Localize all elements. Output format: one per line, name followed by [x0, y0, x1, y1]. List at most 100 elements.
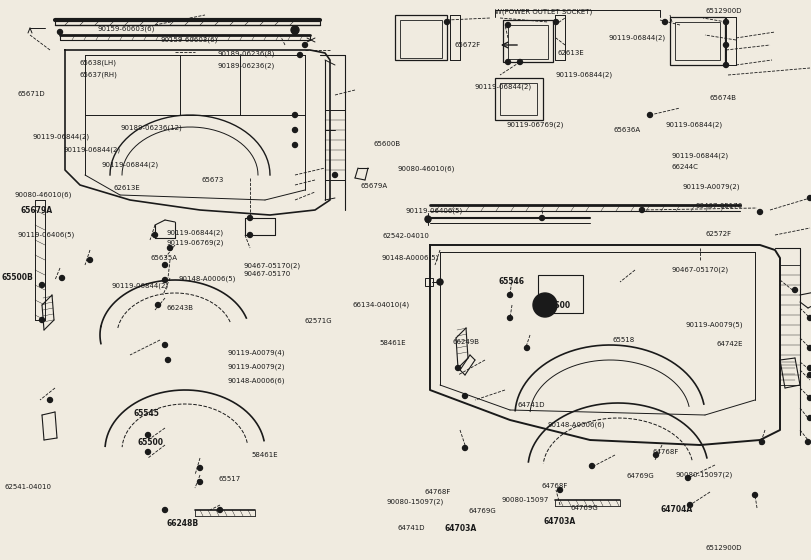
- Circle shape: [162, 263, 168, 268]
- Text: 6512900D: 6512900D: [706, 8, 742, 14]
- Text: 90119-06406(5): 90119-06406(5): [18, 232, 75, 239]
- Text: 90148-A0006(6): 90148-A0006(6): [227, 377, 285, 384]
- Circle shape: [88, 258, 92, 263]
- Text: 66134-04010(4): 66134-04010(4): [353, 302, 410, 309]
- Text: 64768F: 64768F: [542, 483, 569, 489]
- Circle shape: [557, 488, 563, 492]
- Circle shape: [59, 276, 65, 281]
- Text: 64741D: 64741D: [517, 402, 545, 408]
- Text: 90119-06844(2): 90119-06844(2): [556, 71, 612, 78]
- Circle shape: [444, 20, 449, 25]
- Text: 64769G: 64769G: [570, 506, 598, 511]
- Text: 64768F: 64768F: [424, 489, 451, 494]
- Text: 66248B: 66248B: [166, 519, 199, 528]
- Bar: [670, 17, 725, 65]
- Text: 65600: 65600: [545, 301, 571, 310]
- Circle shape: [640, 208, 645, 212]
- Text: 90119-06844(2): 90119-06844(2): [112, 282, 169, 289]
- Text: 90080-15097(2): 90080-15097(2): [387, 498, 444, 505]
- Bar: [400, 20, 442, 58]
- Circle shape: [688, 502, 693, 507]
- Text: 90080-46010(6): 90080-46010(6): [397, 166, 455, 172]
- Bar: [500, 83, 537, 115]
- Text: 64742E: 64742E: [716, 342, 743, 347]
- Text: 90119-A0079(2): 90119-A0079(2): [683, 183, 740, 190]
- Bar: [425, 278, 433, 286]
- Circle shape: [553, 20, 559, 25]
- Text: 64769G: 64769G: [626, 473, 654, 479]
- Text: 90119-06844(2): 90119-06844(2): [63, 147, 120, 153]
- Bar: [325, 110, 345, 180]
- Text: 65671D: 65671D: [18, 91, 45, 97]
- Text: 90119-06769(2): 90119-06769(2): [507, 121, 564, 128]
- Circle shape: [293, 113, 298, 118]
- Circle shape: [517, 59, 522, 64]
- Text: 58461E: 58461E: [380, 340, 406, 346]
- Text: 90148-A0006(6): 90148-A0006(6): [547, 421, 605, 428]
- Circle shape: [808, 372, 811, 377]
- Text: 90189-06236(12): 90189-06236(12): [120, 124, 182, 131]
- Circle shape: [437, 279, 443, 284]
- Text: 90119-06406(5): 90119-06406(5): [406, 208, 463, 214]
- Text: 90119-06844(2): 90119-06844(2): [166, 229, 223, 236]
- Text: W(POWER OUTLET SOCKET): W(POWER OUTLET SOCKET): [495, 9, 592, 15]
- Circle shape: [663, 20, 667, 25]
- Text: 65672F: 65672F: [454, 42, 480, 48]
- Bar: [675, 22, 720, 60]
- Text: 65674B: 65674B: [710, 95, 736, 101]
- Circle shape: [247, 232, 252, 237]
- Circle shape: [437, 279, 443, 285]
- Text: 65679A: 65679A: [20, 206, 53, 214]
- Circle shape: [808, 346, 811, 351]
- Bar: [538, 275, 583, 313]
- Text: 90467-05170: 90467-05170: [695, 203, 742, 209]
- Circle shape: [58, 30, 62, 35]
- Text: 6512900D: 6512900D: [705, 545, 741, 551]
- Text: 90080-15097: 90080-15097: [501, 497, 548, 502]
- Circle shape: [508, 315, 513, 320]
- Circle shape: [303, 43, 307, 48]
- Text: 90148-A0006(5): 90148-A0006(5): [178, 276, 236, 282]
- Text: 62572F: 62572F: [706, 231, 732, 237]
- Text: 65635A: 65635A: [150, 255, 177, 260]
- Circle shape: [456, 366, 461, 371]
- Text: 90119-06844(2): 90119-06844(2): [474, 83, 531, 90]
- Circle shape: [293, 142, 298, 147]
- Bar: [780, 265, 800, 385]
- Text: 65546: 65546: [499, 277, 525, 286]
- Circle shape: [808, 195, 811, 200]
- Text: 90189-06236(2): 90189-06236(2): [217, 63, 275, 69]
- Text: 90119-A0079(4): 90119-A0079(4): [227, 349, 285, 356]
- Text: 90119-06844(2): 90119-06844(2): [665, 121, 722, 128]
- Text: 90119-06769(2): 90119-06769(2): [166, 239, 224, 246]
- Circle shape: [647, 113, 653, 118]
- Circle shape: [217, 507, 222, 512]
- Circle shape: [298, 53, 303, 58]
- Circle shape: [198, 479, 203, 484]
- Text: 65637(RH): 65637(RH): [79, 71, 118, 78]
- Text: 66244C: 66244C: [672, 164, 698, 170]
- Text: 90467-05170(2): 90467-05170(2): [672, 267, 728, 273]
- Text: 65517: 65517: [219, 476, 241, 482]
- Circle shape: [426, 217, 431, 222]
- Circle shape: [685, 475, 690, 480]
- Circle shape: [533, 293, 557, 317]
- Circle shape: [152, 232, 157, 237]
- Circle shape: [162, 507, 168, 512]
- Circle shape: [505, 59, 510, 64]
- Text: 65500B: 65500B: [2, 273, 33, 282]
- Circle shape: [508, 292, 513, 297]
- Circle shape: [753, 492, 757, 497]
- Text: 65638(LH): 65638(LH): [79, 59, 117, 66]
- Text: 90189-06236(8): 90189-06236(8): [217, 50, 275, 57]
- Circle shape: [654, 452, 659, 458]
- Circle shape: [505, 22, 510, 27]
- Circle shape: [48, 398, 53, 403]
- Circle shape: [723, 63, 728, 68]
- Circle shape: [757, 209, 762, 214]
- Text: 90080-46010(6): 90080-46010(6): [15, 192, 72, 198]
- Circle shape: [425, 216, 431, 222]
- Text: 90080-15097(2): 90080-15097(2): [676, 472, 733, 478]
- Circle shape: [168, 245, 173, 250]
- Text: 90119-06844(2): 90119-06844(2): [608, 35, 665, 41]
